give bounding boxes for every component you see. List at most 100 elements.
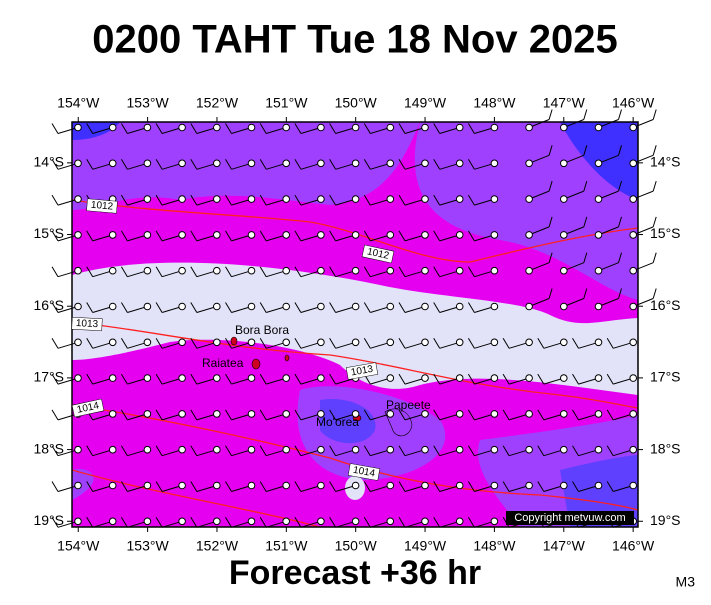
barb-calm [629,338,638,347]
barb-calm [560,123,568,132]
barb-flag [467,338,475,349]
barb-flag [467,266,475,277]
barb-calm [213,481,221,490]
barb-flag [652,252,657,263]
barb-calm [282,445,291,454]
barb-flag [548,252,553,263]
barb-calm [560,481,568,490]
barb-flag [120,123,128,134]
barb-flag [294,230,302,242]
barb-flag [190,123,198,134]
barb-calm [386,374,395,382]
barb-calm [317,517,325,526]
lat-tick-label: 16°S [33,297,64,313]
barb-flag [294,517,302,528]
barb-flag [363,517,371,528]
barb-calm [525,410,533,418]
lat-tick-label: 19°S [33,512,64,528]
barb-flag [51,517,59,528]
barb-flag [433,123,441,134]
barb-calm [594,231,603,239]
barb-calm [525,374,533,382]
barb-flag [120,302,128,313]
barb-calm [455,338,464,347]
barb-calm [560,159,568,168]
barb-calm [108,159,117,168]
barb-calm [213,338,221,347]
barb-calm [282,374,291,382]
barb-flag [398,123,406,134]
barb-calm [247,159,256,168]
barb-calm [351,123,360,132]
barb-flag [190,159,198,170]
barb-calm [525,481,533,490]
barb-calm [74,481,82,490]
copyright: Copyright metvuw.com [514,512,625,524]
barb-flag [398,481,406,492]
barb-calm [178,338,186,347]
barb-calm [143,517,152,526]
barb-calm [421,266,429,275]
barb-calm [213,195,221,203]
barb-calm [178,445,186,454]
barb-calm [386,195,395,203]
barb-flag [467,230,475,242]
barb-flag [259,123,267,134]
barb-flag [120,373,128,385]
barb-flag [467,517,475,528]
barb-calm [317,266,325,275]
barb-calm [351,159,360,168]
barb-flag [190,302,198,313]
islands [230,336,413,437]
barb-flag [155,266,163,277]
barb-calm [560,231,568,239]
barb-calm [247,517,256,526]
barb-calm [490,481,499,490]
barb-calm [317,159,325,168]
barb-calm [213,266,221,275]
lon-tick-label: 150°W [335,95,378,111]
barb-calm [108,123,117,132]
lon-tick-label: 147°W [543,95,586,111]
lon-tick-label: 154°W [57,95,100,111]
barb-calm [560,195,568,203]
barb-flag [398,266,406,277]
barb-flag [398,409,406,421]
barb-calm [560,302,568,311]
barb-flag [572,481,579,492]
barb-flag [433,481,441,492]
barb-flag [120,445,128,456]
isobar-label: 1014 [76,400,100,415]
barb-flag [155,194,163,206]
barb-flag [155,338,163,349]
barb-calm [108,517,117,526]
barb-flag [572,338,579,349]
barb-calm [421,374,429,382]
barb-calm [525,445,533,454]
barb-calm [282,266,291,275]
barb-flag [51,338,59,349]
barb-calm [421,302,429,311]
barb-flag [502,409,510,421]
barb-flag [618,109,622,120]
barb-flag [467,302,475,313]
barb-flag [259,517,267,528]
barb-calm [629,123,638,132]
barb-calm [525,123,533,132]
barb-calm [108,374,117,382]
barb-flag [225,302,232,313]
barb-flag [120,230,128,242]
barb-calm [421,517,429,526]
lon-tick-label: 152°W [196,538,239,554]
barb-flag [363,123,371,134]
place-label: Mo'orea [316,415,359,429]
barb-calm [421,231,429,239]
barb-flag [618,288,622,299]
barb-calm [247,410,256,418]
barb-flag [259,481,267,492]
barb-calm [317,231,325,239]
barb-flag [467,445,475,456]
barb-flag [583,288,588,299]
barb-flag [363,230,371,242]
barb-calm [213,410,221,418]
